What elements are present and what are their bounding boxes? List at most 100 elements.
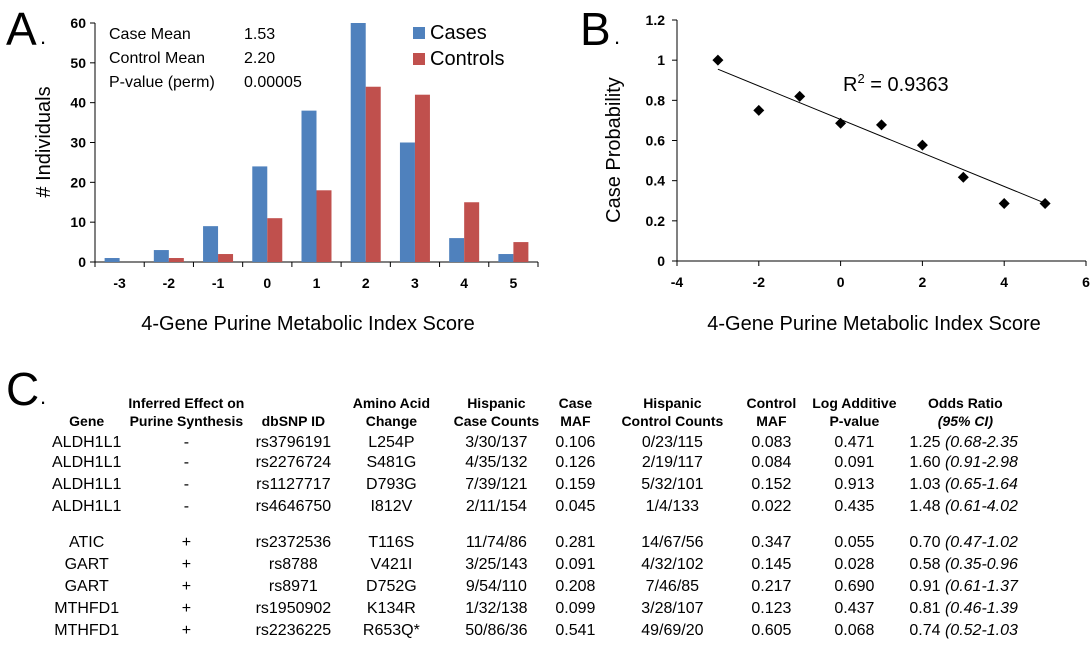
bar-cases--3 [104,258,120,262]
odds-ratio-value: 0.70 [909,534,945,551]
bar-cases-4 [449,238,465,262]
odds-ratio-value: 1.25 [909,434,945,451]
table-row: GART + rs8971 D752G 9/54/110 0.208 7/46/85 0.21… [50,576,1023,598]
legend-label-controls: Controls [430,48,504,70]
odds-ratio-cell: 0.58 (0.35-0.96 [907,554,1023,576]
table-cell: 0.084 [751,454,792,471]
table-cell: 0.281 [555,534,596,551]
column-header: Hispanic Control Counts [603,388,741,430]
group-spacer [50,518,1023,532]
table-cell: 0.123 [751,600,792,617]
table-row: ALDH1L1 - rs4646750 I812V 2/11/154 0.045 1/4/1… [50,496,1023,518]
table-cell: 0.055 [834,534,875,551]
bar-cases-5 [498,254,514,262]
odds-ratio-cell: 0.74 (0.52-1.03 [907,620,1023,642]
table-cell: 5/32/101 [641,476,704,493]
table-cell: 3/28/107 [641,600,704,617]
bar-controls--2 [168,258,184,262]
column-header-line: Inferred Effect on [128,395,245,411]
table-cell: ALDH1L1 [52,454,122,471]
y-tick-label: 30 [70,135,86,151]
table-cell: 0.152 [751,476,792,493]
y-tick-label: 1.2 [646,12,666,28]
column-header-line: P-value [829,413,880,429]
bar-cases-3 [399,142,415,262]
table-cell: rs1127717 [256,476,331,493]
table-cell: 0.106 [555,434,596,451]
y-tick-label: 0 [78,254,86,270]
table-cell: - [183,476,190,493]
table-cell: ALDH1L1 [52,498,122,515]
histogram-chart: 0 10 20 30 40 50 60 -3 -2 -1 0 1 2 3 4 5 # Individuals 4-… [33,15,539,335]
table-body: ALDH1L1 - rs3796191 L254P 3/30/137 0.106 0/23/… [50,430,1023,642]
table-cell: 0.045 [555,498,596,515]
table-cell: rs8788 [268,556,318,573]
table-cell: 0.913 [834,476,875,493]
panel-b-letter: B [580,3,611,55]
table-cell: 2/19/117 [641,454,703,471]
x-tick-label: -2 [163,275,176,291]
table-header: Gene Inferred Effect on Purine Synthesis db… [50,388,1023,430]
x-tick-label: 0 [837,274,845,290]
variant-table: Gene Inferred Effect on Purine Synthesis db… [50,388,1023,642]
table-cell: - [183,434,190,451]
table-cell: R653Q* [362,622,420,639]
scatter-point [957,171,969,183]
table-cell: 0.208 [555,578,596,595]
table-cell: 7/39/121 [465,476,528,493]
table-cell: V421I [370,556,413,573]
table-row: MTHFD1 + rs1950902 K134R 1/32/138 0.099 3/28/1… [50,598,1023,620]
table-cell: 3/25/143 [465,556,528,573]
y-tick-label: 0.8 [646,92,666,108]
odds-ratio-cell: 0.81 (0.46-1.39 [907,598,1023,620]
column-header-line: Gene [69,413,105,429]
column-header: Inferred Effect on Purine Synthesis [123,388,249,430]
column-header: dbSNP ID [249,388,337,430]
column-header-line: Purine Synthesis [129,413,244,429]
stat-value: 2.20 [244,50,275,67]
odds-ratio-value: 0.74 [909,622,945,639]
scatter-point [794,90,806,102]
table-cell: - [183,498,190,515]
odds-ratio-ci: (0.65-1.64 [944,476,1018,493]
scatter-point [998,198,1010,210]
table-cell: 4/35/132 [465,454,528,471]
table-cell: D752G [366,578,417,595]
table-cell: 9/54/110 [465,578,527,595]
y-tick-label: 1 [657,52,665,68]
column-header-line: (95% CI) [937,413,993,429]
table-cell: 0.126 [555,454,596,471]
table-row: MTHFD1 + rs2236225 R653Q* 50/86/36 0.541 49/69… [50,620,1023,642]
column-header: Amino Acid Change [337,388,445,430]
column-header-line: Case [558,395,593,411]
stat-label: Case Mean [109,26,191,43]
y-tick-label: 40 [70,95,86,111]
table-cell: rs2372536 [255,534,332,551]
odds-ratio-cell: 1.03 (0.65-1.64 [907,474,1023,496]
stat-value: 1.53 [244,26,275,43]
table-cell: 0.145 [751,556,792,573]
scatter-point [835,117,847,129]
table-cell: - [183,454,190,471]
column-header-line: Hispanic [467,395,526,411]
column-header: Control MAF [741,388,801,430]
table-header-row: Gene Inferred Effect on Purine Synthesis db… [50,388,1023,430]
table-cell: rs8971 [268,578,318,595]
table-cell: 0.690 [834,578,875,595]
table-cell: rs4646750 [255,498,332,515]
table-cell: 50/86/36 [465,622,528,639]
odds-ratio-cell: 0.70 (0.47-1.02 [907,532,1023,554]
odds-ratio-cell: 1.60 (0.91-2.98 [907,452,1023,474]
bar-cases-0 [252,166,268,262]
table-cell: ATIC [69,534,105,551]
x-tick-label: 1 [313,275,321,291]
x-tick-label: 2 [919,274,927,290]
table-cell: rs3796191 [255,434,332,451]
table-cell: 49/69/20 [641,622,704,639]
column-header: Gene [50,388,123,430]
bar-controls-5 [513,242,529,262]
table-cell: 4/32/102 [641,556,704,573]
x-tick-label: 0 [263,275,271,291]
panel-a-dot: . [40,24,47,49]
bar-cases-1 [301,110,317,262]
